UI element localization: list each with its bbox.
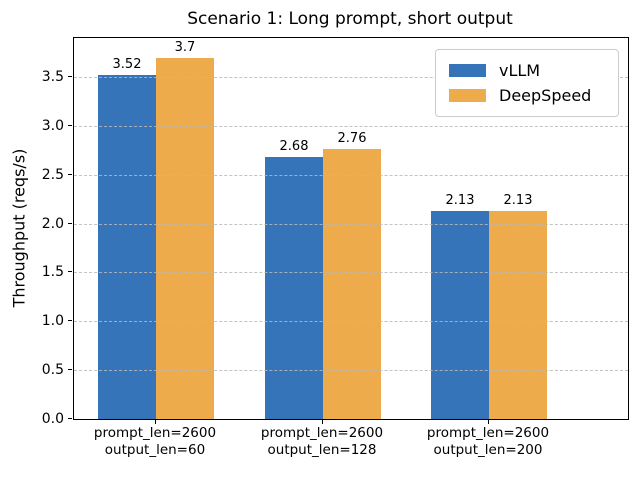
gridline-y-3.5 [74, 77, 628, 78]
y-tick-mark [68, 271, 72, 272]
y-tick-label: 2.5 [41, 167, 64, 183]
y-tick-mark [68, 125, 72, 126]
bar-value-label: 2.68 [279, 139, 309, 154]
x-tick-mark [155, 420, 156, 424]
legend: vLLM DeepSpeed [435, 49, 619, 117]
bar-vllm-group3 [431, 211, 489, 419]
y-tick-label: 3.5 [41, 69, 64, 85]
bar-value-label: 2.13 [503, 193, 533, 208]
legend-label: DeepSpeed [499, 86, 592, 105]
legend-item-vllm: vLLM [449, 58, 618, 83]
legend-swatch-deepspeed [449, 89, 486, 102]
plot-area: 3.52 3.7 2.68 2.76 2.13 2.13 vLLM DeepSpeed [73, 37, 629, 420]
gridline-y-1.5 [74, 272, 628, 273]
x-tick-mark [322, 420, 323, 424]
gridline-y-2 [74, 224, 628, 225]
x-category-label: prompt_len=2600 output_len=200 [426, 425, 550, 458]
x-category-label: prompt_len=2600 output_len=128 [260, 425, 384, 458]
gridline-y-2.5 [74, 175, 628, 176]
y-tick-mark [68, 223, 72, 224]
y-tick-mark [68, 320, 72, 321]
y-tick-label: 2.0 [41, 216, 64, 232]
y-tick-mark [68, 369, 72, 370]
y-tick-mark [68, 174, 72, 175]
bar-value-label: 3.52 [112, 57, 142, 72]
bar-deepspeed-group2 [323, 149, 381, 419]
y-tick-mark [68, 418, 72, 419]
bar-value-label: 2.13 [445, 193, 475, 208]
gridline-y-1 [74, 321, 628, 322]
gridline-y-0.5 [74, 370, 628, 371]
y-tick-label: 1.0 [41, 313, 64, 329]
y-tick-label: 3.0 [41, 118, 64, 134]
legend-label: vLLM [499, 61, 541, 80]
x-tick-mark [488, 420, 489, 424]
bar-value-label: 2.76 [337, 131, 367, 146]
bar-deepspeed-group1 [156, 58, 214, 419]
y-tick-label: 1.5 [41, 264, 64, 280]
bar-vllm-group2 [265, 157, 323, 419]
chart-title: Scenario 1: Long prompt, short output [187, 9, 513, 29]
legend-swatch-vllm [449, 64, 486, 77]
bar-vllm-group1 [98, 75, 156, 419]
y-tick-label: 0.5 [41, 362, 64, 378]
bar-deepspeed-group3 [489, 211, 547, 419]
legend-item-deepspeed: DeepSpeed [449, 83, 618, 108]
y-tick-label: 0.0 [41, 411, 64, 427]
bar-value-label: 3.7 [174, 40, 196, 55]
x-category-label: prompt_len=2600 output_len=60 [93, 425, 217, 458]
gridline-y-3 [74, 126, 628, 127]
y-tick-mark [68, 76, 72, 77]
